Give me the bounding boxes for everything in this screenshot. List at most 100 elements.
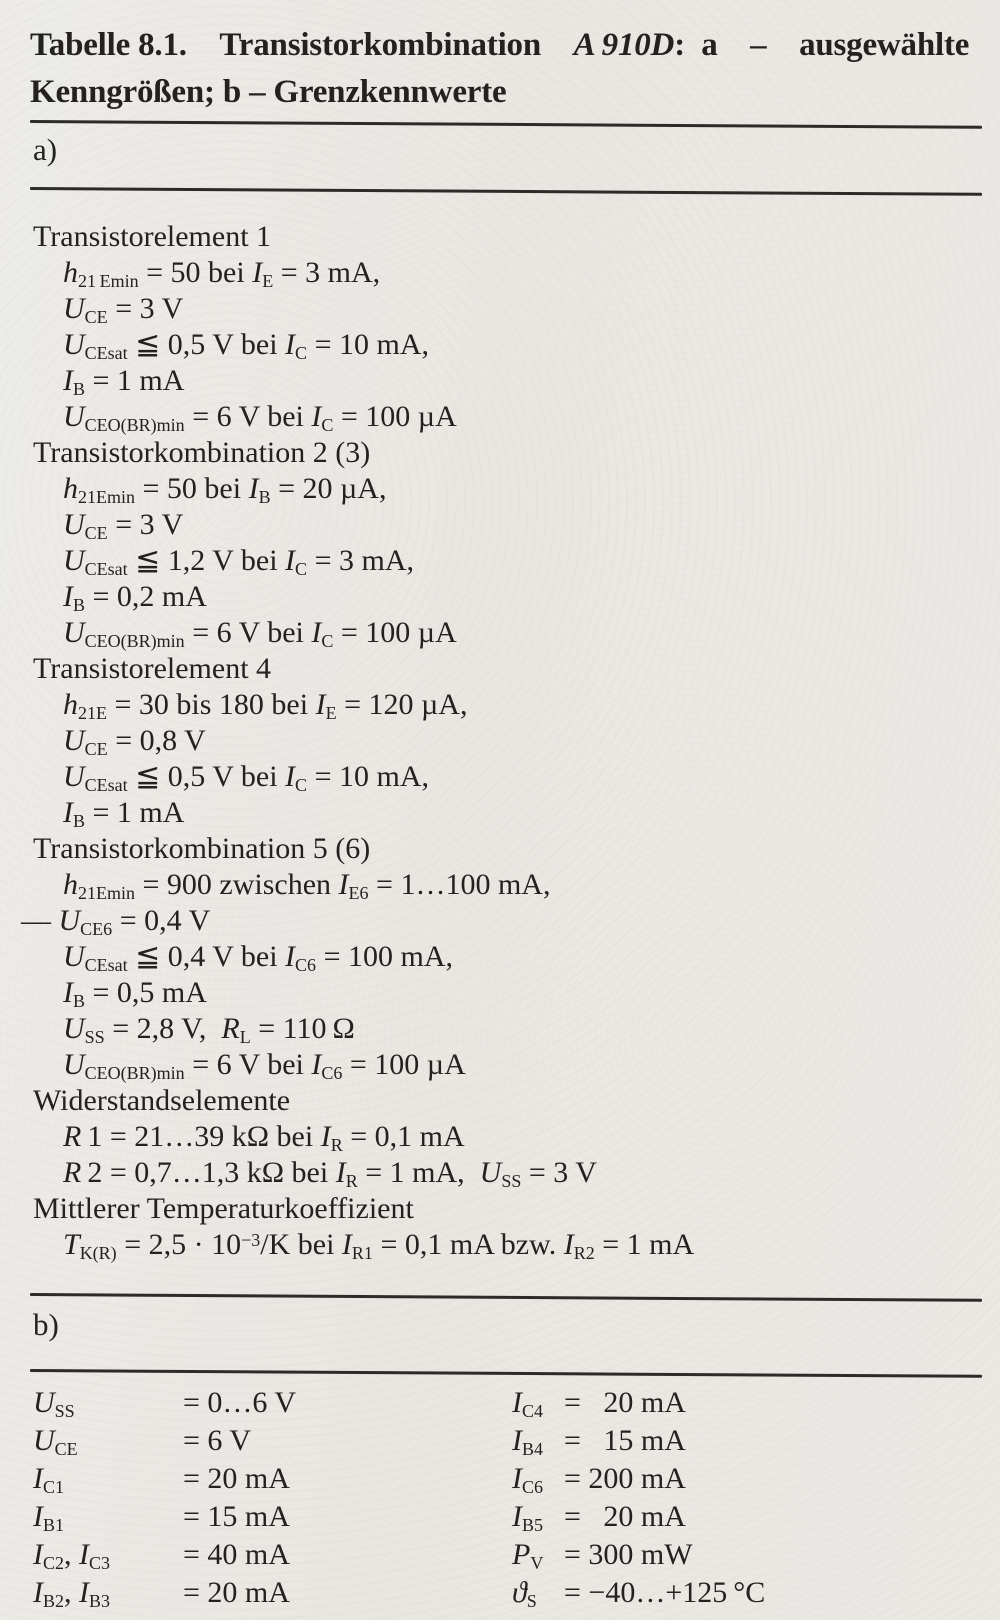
text-segment: P (512, 1538, 531, 1571)
text-segment: U (63, 940, 85, 973)
text-segment: L (239, 1027, 251, 1048)
spec-line: UCEsat ≦ 1,2 V bei IC = 3 mA, (33, 543, 983, 579)
spec-line: IB = 1 mA (33, 363, 983, 399)
text-segment: ≦ 1,2 V bei (127, 544, 286, 577)
text-segment: U (63, 724, 85, 757)
table-row: IB2, IB3 = 20 mA (33, 1574, 296, 1612)
spec-line: IB = 0,2 mA (33, 579, 983, 615)
text-segment: C2 (43, 1553, 65, 1574)
text-segment: U (33, 1386, 55, 1419)
text-segment: I (33, 1538, 43, 1571)
text-segment: I (252, 256, 263, 289)
text-segment: = 1 mA (594, 1228, 695, 1261)
text-segment: E (325, 703, 337, 724)
text-segment: C1 (43, 1477, 65, 1498)
text-segment: U (33, 1424, 55, 1457)
text-segment: = 100 mA, (316, 940, 453, 973)
text-segment: R (330, 1135, 343, 1156)
text-segment: CEO(BR)min (84, 415, 185, 436)
text-segment: 21Emin (78, 487, 135, 508)
value-cell: = 6 V (183, 1424, 252, 1457)
value-cell: = 40 mA (183, 1538, 290, 1571)
text-segment: : a – ausgewählte (674, 27, 970, 63)
text-segment: B (73, 991, 86, 1012)
text-segment: C (321, 415, 334, 436)
title-line: Tabelle 8.1. Transistorkombination A 910… (30, 22, 975, 69)
text-segment: ϑ (512, 1576, 527, 1609)
text-segment: E6 (348, 883, 369, 904)
symbol-cell: IB4 (512, 1422, 564, 1460)
text-segment: = 3 mA, (307, 544, 414, 577)
table-row: PV = 300 mW (512, 1536, 765, 1574)
symbol-cell: IC1 (33, 1460, 183, 1498)
text-segment: I (285, 760, 296, 793)
text-segment: I (63, 364, 73, 397)
table-row: IC2, IC3 = 40 mA (33, 1536, 296, 1574)
text-segment: B1 (43, 1515, 65, 1536)
text-segment: T (63, 1228, 80, 1261)
text-segment: I (33, 1500, 43, 1533)
text-segment: I (563, 1228, 574, 1261)
text-segment: 21E (78, 703, 107, 724)
text-segment: = 10 mA, (307, 760, 429, 793)
text-segment: = 3 V (521, 1156, 597, 1189)
page-title: Tabelle 8.1. Transistorkombination A 910… (30, 22, 975, 116)
text-segment: C4 (522, 1401, 544, 1422)
text-segment: R (221, 1012, 240, 1045)
text-segment: C (295, 343, 308, 364)
spec-line: — UCE6 = 0,4 V (21, 903, 983, 939)
text-segment: R (63, 1156, 82, 1189)
text-segment: = 3 mA, (273, 256, 381, 289)
symbol-cell: IB1 (33, 1498, 183, 1536)
text-segment: CE (84, 739, 108, 760)
table-row: UCE = 6 V (33, 1422, 296, 1460)
table-row: IB4 = 15 mA (512, 1422, 765, 1460)
symbol-cell: IC2, IC3 (33, 1536, 183, 1574)
value-cell: = 20 mA (564, 1386, 686, 1419)
text-segment: −3 (241, 1229, 261, 1250)
spec-line: UCEO(BR)min = 6 V bei IC6 = 100 µA (33, 1047, 983, 1083)
text-segment: SS (501, 1171, 522, 1192)
value-cell: = 0…6 V (183, 1386, 297, 1419)
text-segment: = 6 V bei (184, 616, 312, 649)
text-segment: I (63, 580, 73, 613)
text-segment: = 0,1 mA (342, 1120, 465, 1153)
text-segment: CEsat (84, 775, 128, 796)
symbol-cell: IC6 (512, 1460, 564, 1498)
text-segment: B2 (43, 1591, 65, 1612)
text-segment: I (63, 976, 73, 1009)
spec-line: h21 Emin = 50 bei IE = 3 mA, (33, 255, 983, 291)
text-segment: CE (84, 523, 108, 544)
value-cell: = 20 mA (183, 1462, 290, 1495)
symbol-cell: PV (512, 1536, 564, 1574)
table-row: IC1 = 20 mA (33, 1460, 296, 1498)
text-segment: /K bei (260, 1228, 342, 1261)
text-segment: C6 (321, 1063, 343, 1084)
text-segment: CEsat (84, 955, 128, 976)
text-segment: I (512, 1500, 522, 1533)
spec-line: UCEsat ≦ 0,5 V bei IC = 10 mA, (33, 327, 983, 363)
symbol-cell: UCE (33, 1422, 183, 1460)
text-segment: I (341, 1228, 352, 1261)
text-segment: CEsat (84, 343, 128, 364)
text-segment: U (63, 760, 85, 793)
text-segment: S (526, 1591, 537, 1612)
text-segment: = 110 Ω (250, 1012, 355, 1045)
text-segment: ≦ 0,5 V bei (127, 760, 286, 793)
spec-group-header: Transistorkombination 2 (3) (33, 436, 371, 469)
text-segment: = 1 mA (85, 364, 185, 397)
text-segment: I (315, 688, 326, 721)
table-row: IB5 = 20 mA (512, 1498, 765, 1536)
text-segment: C3 (89, 1553, 111, 1574)
text-segment: U (58, 904, 81, 937)
value-cell: = 20 mA (183, 1576, 290, 1609)
text-segment: CEO(BR)min (84, 631, 185, 652)
text-segment: = 100 µA (342, 1048, 466, 1081)
text-segment: SS (54, 1401, 75, 1422)
spec-line: TK(R) = 2,5 · 10−3/K bei IR1 = 0,1 mA bz… (33, 1227, 983, 1263)
spec-group-header: Transistorelement 4 (33, 652, 272, 685)
text-segment: CEO(BR)min (84, 1063, 185, 1084)
text-segment: I (79, 1576, 90, 1609)
spec-line: UCEO(BR)min = 6 V bei IC = 100 µA (33, 615, 983, 651)
value-cell: = −40…+125 °C (564, 1576, 766, 1609)
